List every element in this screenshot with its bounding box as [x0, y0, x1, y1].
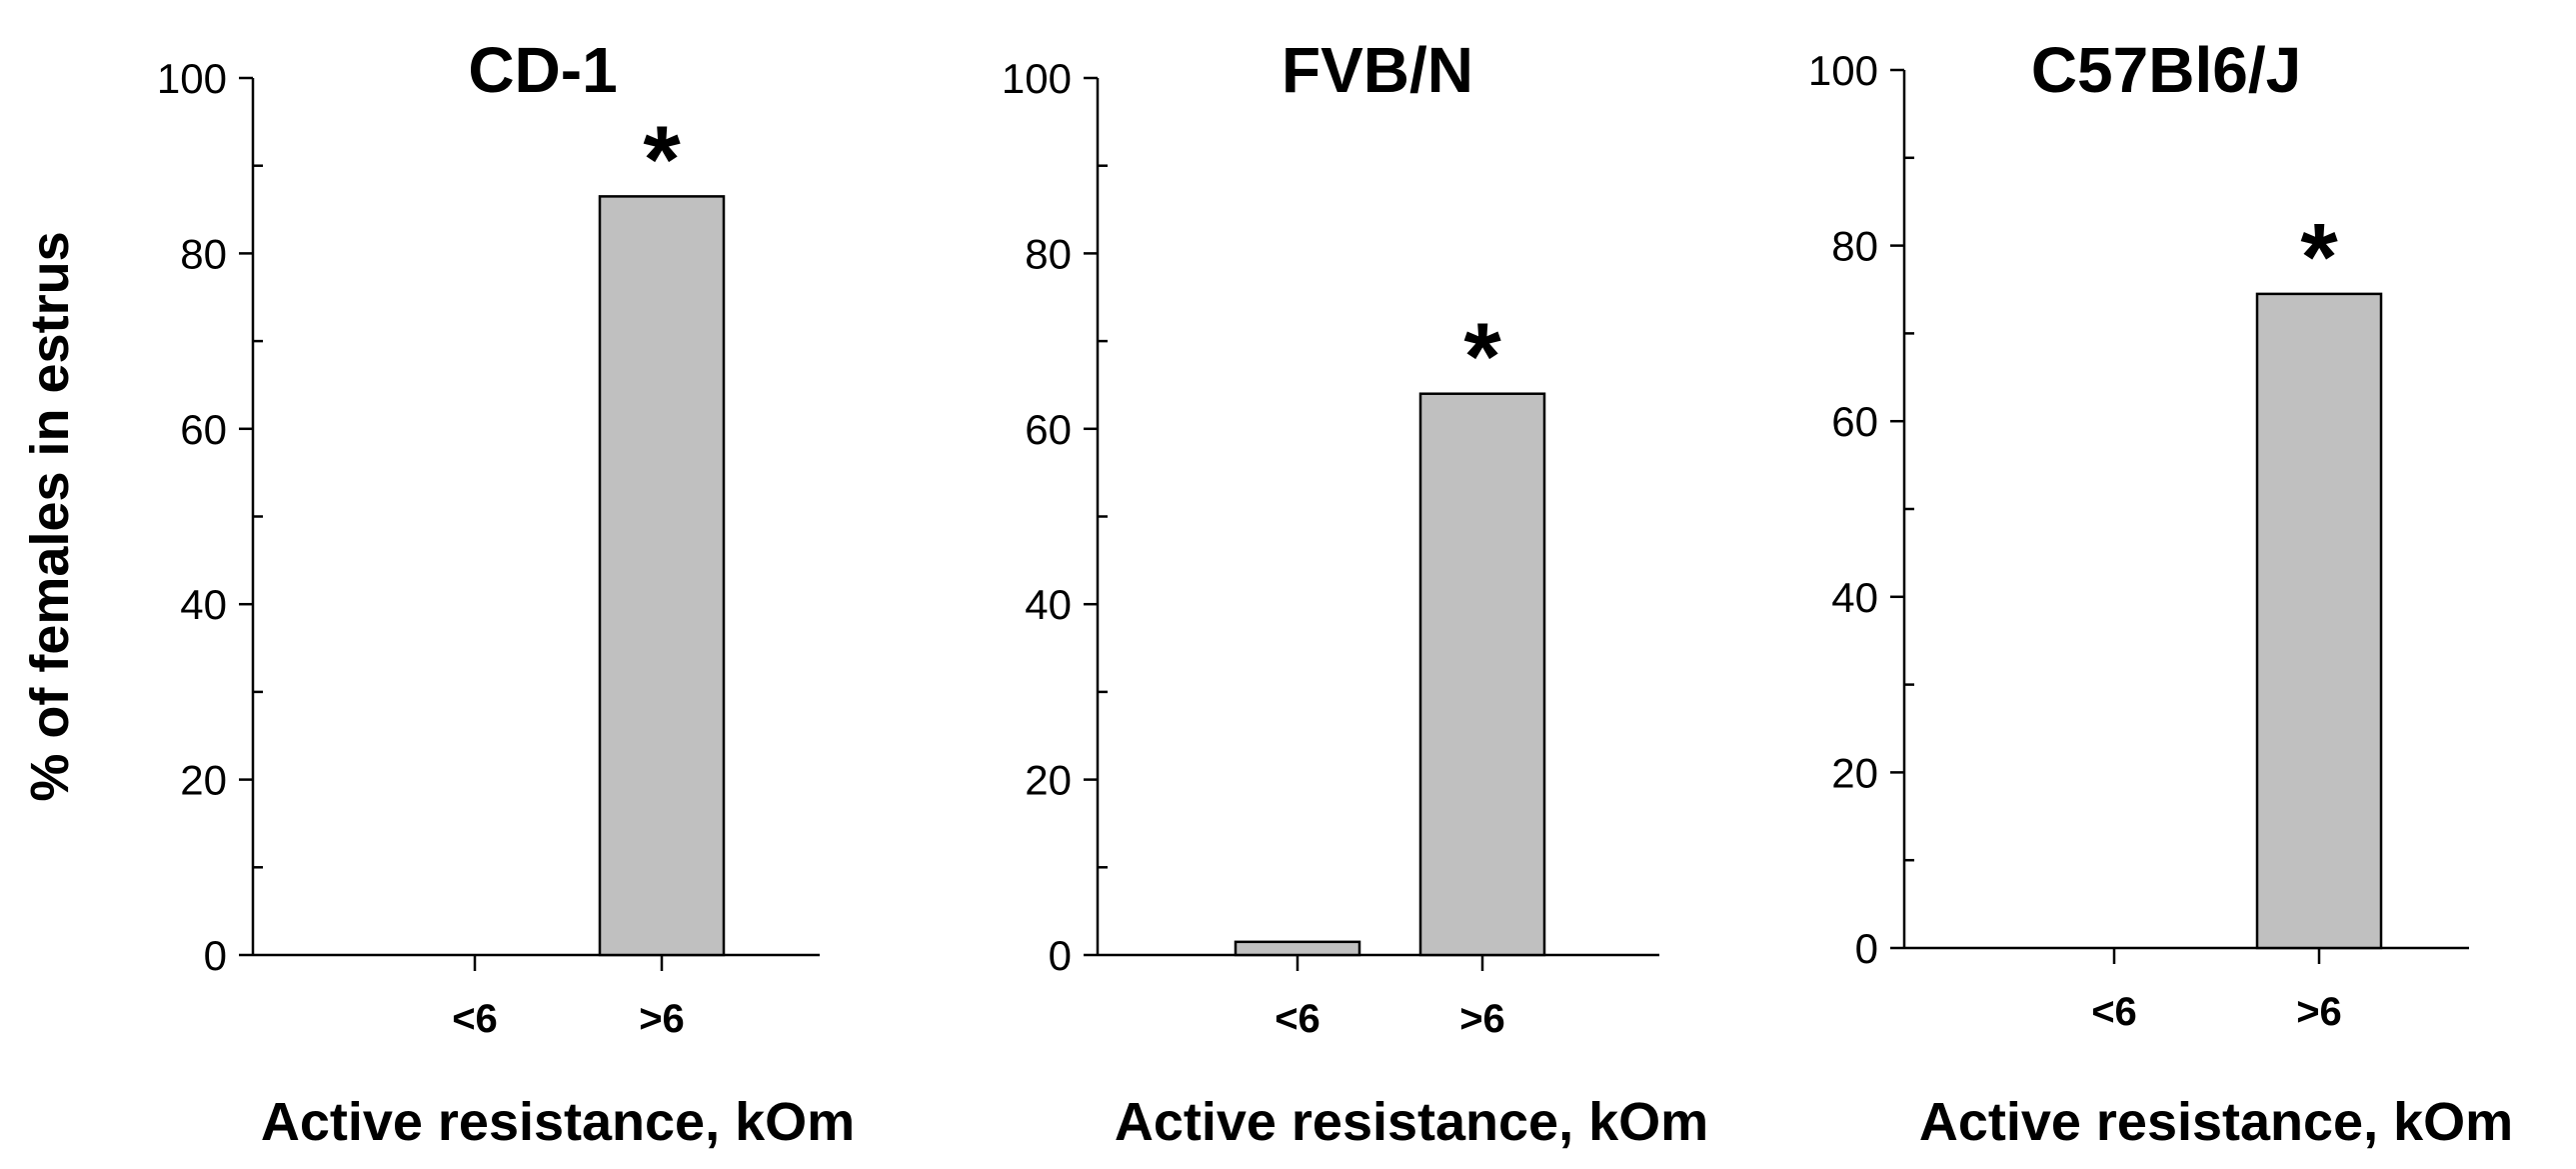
chart-title: CD-1	[468, 34, 617, 106]
x-tick-label: >6	[2296, 990, 2342, 1034]
x-axis-label: Active resistance, kOm	[1115, 1092, 1708, 1152]
significance-marker: *	[1463, 304, 1501, 411]
x-tick-label: >6	[1459, 997, 1505, 1041]
y-tick-label: 0	[1049, 932, 1072, 979]
y-tick-label: 20	[1025, 757, 1072, 804]
y-tick-label: 20	[1831, 749, 1878, 796]
y-tick-label: 0	[1855, 925, 1878, 972]
chart-panel-3: C57Bl6/J 0 20 40 60 80 100 <6 >6 * Active resistan…	[1808, 34, 2513, 1152]
bar	[2255, 292, 2383, 950]
chart-panel-1: CD-1 0 20 40 60 80 100 <6 >6 * Active resistance, …	[20, 34, 855, 1152]
y-tick-label: 100	[157, 55, 227, 102]
bar	[1234, 940, 1361, 957]
x-tick-label: >6	[639, 997, 685, 1041]
y-tick-label: 40	[180, 581, 227, 628]
y-tick-label: 20	[180, 757, 227, 804]
chart-title: C57Bl6/J	[2031, 34, 2301, 106]
y-tick-label: 80	[180, 230, 227, 277]
bar	[598, 195, 726, 957]
significance-marker: *	[643, 106, 681, 213]
y-tick-label: 80	[1831, 223, 1878, 270]
y-tick-label: 60	[1831, 398, 1878, 445]
x-axis-label: Active resistance, kOm	[1919, 1092, 2513, 1152]
bar	[1418, 392, 1546, 957]
x-tick-label: <6	[452, 997, 498, 1041]
x-tick-label: <6	[1275, 997, 1320, 1041]
y-tick-label: 40	[1025, 581, 1072, 628]
y-tick-label: 80	[1025, 230, 1072, 277]
y-tick-label: 40	[1831, 574, 1878, 621]
chart-title: FVB/N	[1282, 34, 1473, 106]
y-tick-label: 60	[180, 406, 227, 453]
x-axis-label: Active resistance, kOm	[261, 1092, 855, 1152]
y-axis-label: % of females in estrus	[20, 231, 80, 801]
x-tick-label: <6	[2091, 990, 2137, 1034]
y-tick-label: 100	[1002, 55, 1072, 102]
significance-marker: *	[2300, 204, 2338, 311]
chart-panel-2: FVB/N 0 20 40 60 80 100 <6 >6 * Active resistance,…	[1002, 34, 1708, 1152]
y-tick-label: 60	[1025, 406, 1072, 453]
y-tick-label: 100	[1808, 47, 1878, 94]
y-tick-label: 0	[204, 932, 227, 979]
